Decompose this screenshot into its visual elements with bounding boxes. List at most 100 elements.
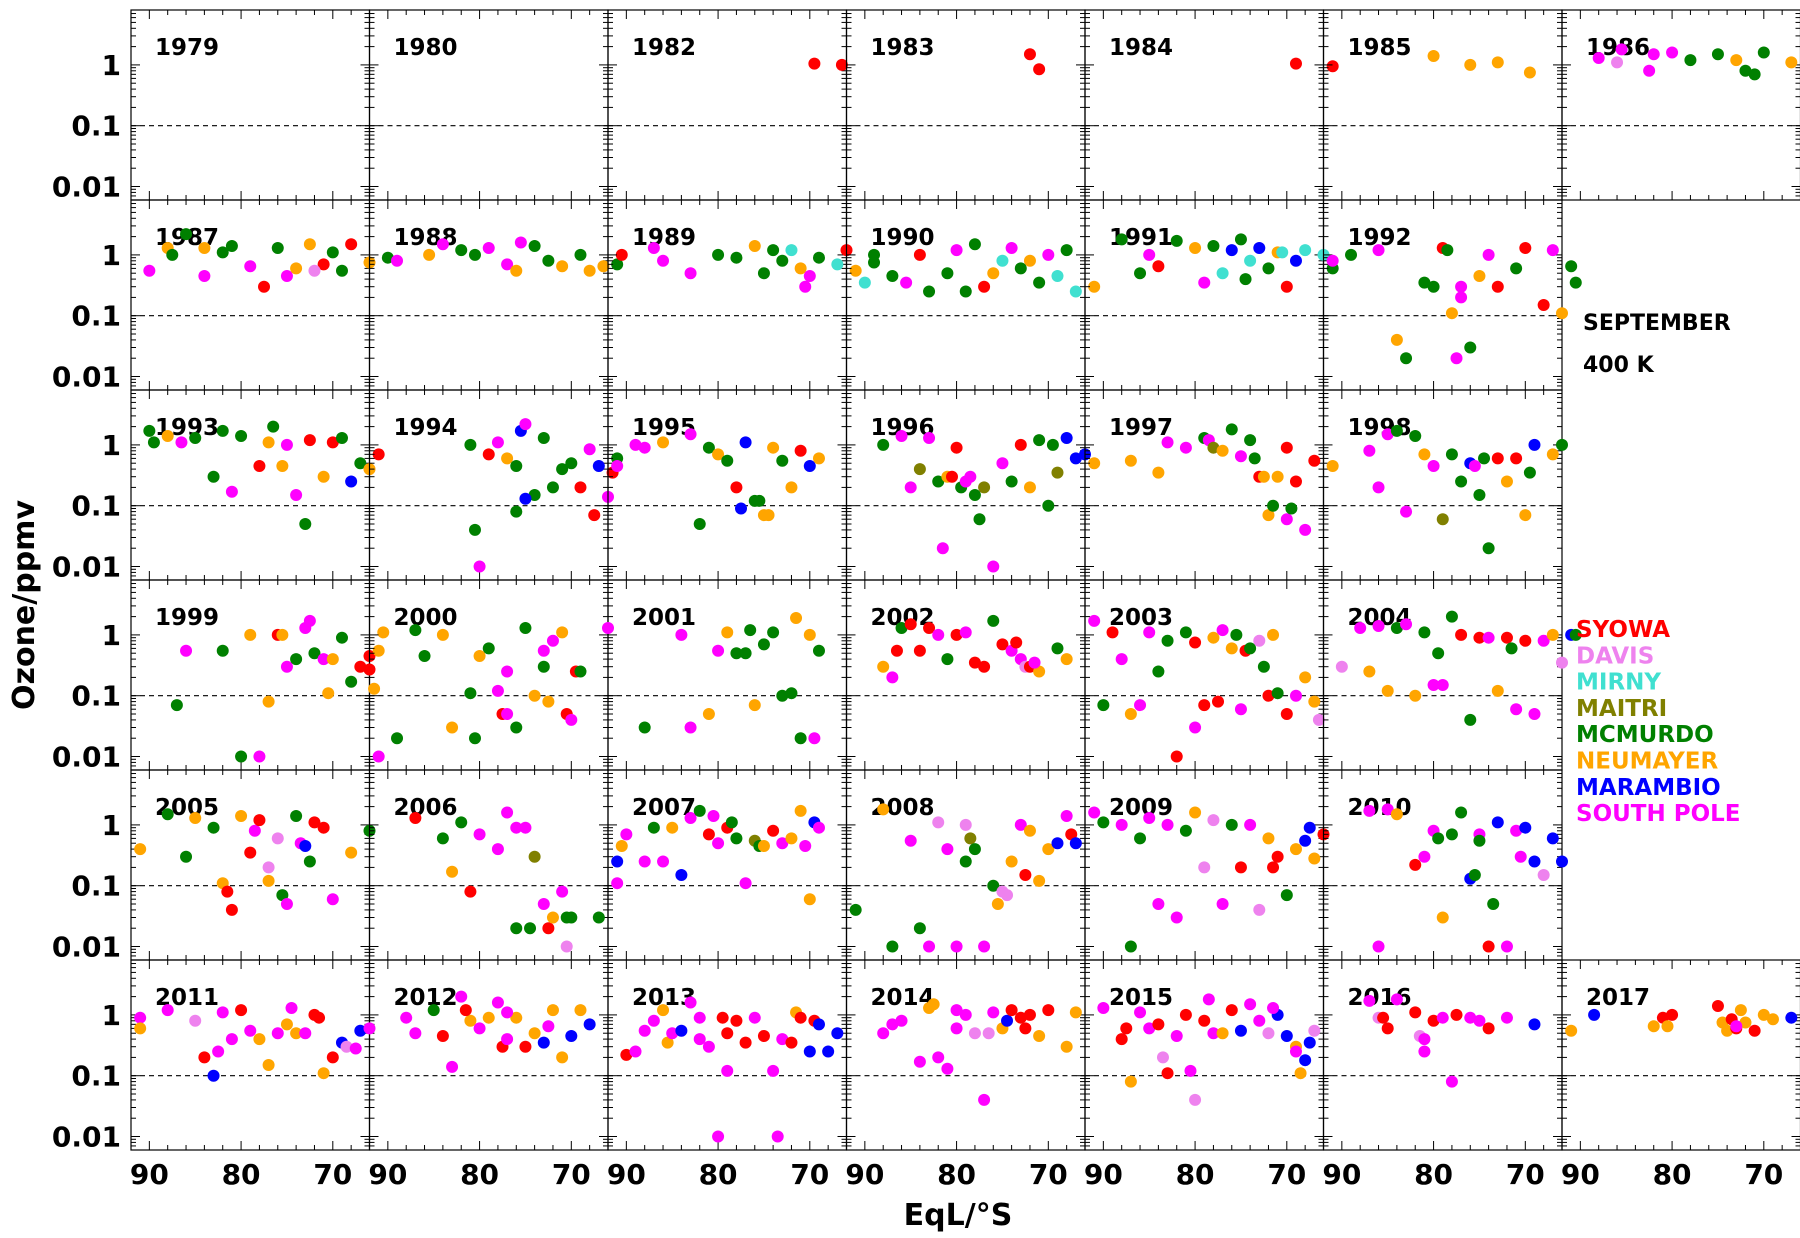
data-point [317, 258, 330, 271]
data-point [1294, 1067, 1307, 1080]
data-point [1010, 636, 1023, 649]
data-point [560, 940, 573, 953]
data-point [1216, 1027, 1229, 1040]
data-point [1588, 1008, 1601, 1021]
data-point [1500, 1011, 1513, 1024]
data-point [391, 254, 404, 267]
data-point [1028, 656, 1041, 669]
data-point [996, 457, 1009, 470]
data-point [1647, 1020, 1660, 1033]
data-point [1432, 647, 1445, 660]
data-point [1427, 459, 1440, 472]
data-point [455, 244, 468, 257]
data-point [1097, 816, 1110, 829]
data-point [345, 238, 358, 251]
data-point [391, 732, 404, 745]
data-point [712, 448, 725, 461]
data-point [1381, 803, 1394, 816]
data-point [794, 444, 807, 457]
data-point [1198, 861, 1211, 874]
data-point [244, 846, 257, 859]
y-axis-label: Ozone/ppmv [7, 500, 42, 710]
y-tick-label: 1 [102, 429, 121, 462]
data-point [299, 839, 312, 852]
panel-2011: 2011 [130, 959, 371, 1151]
data-point [657, 254, 670, 267]
data-point [1225, 423, 1238, 436]
data-point [1033, 63, 1046, 76]
panel-grid: 1979 1980 1982 1983 1984 1985 1986 198719881989… [130, 9, 1800, 1151]
data-point [216, 644, 229, 657]
data-point [510, 505, 523, 518]
data-point [1482, 248, 1495, 261]
data-point [702, 1040, 715, 1053]
data-point [225, 1033, 238, 1046]
x-tick-label: 70 [790, 1158, 829, 1191]
data-point [808, 732, 821, 745]
data-point [1001, 889, 1014, 902]
data-point [1225, 642, 1238, 655]
data-point [1418, 448, 1431, 461]
data-point [1473, 1014, 1486, 1027]
data-point [1234, 1024, 1247, 1037]
data-point [377, 626, 390, 639]
y-tick-label: 1 [102, 809, 121, 842]
data-point [1556, 438, 1568, 451]
panel-2010: 2010 [1322, 769, 1568, 961]
panel-2015: 2015 [1084, 959, 1325, 1151]
data-point [1212, 695, 1225, 708]
data-point [326, 653, 339, 666]
data-point [1445, 448, 1458, 461]
data-point [1244, 998, 1257, 1011]
data-point [244, 628, 257, 641]
panel-1993: 1993 [130, 389, 385, 581]
data-point [849, 264, 862, 277]
data-point [1262, 1027, 1275, 1040]
data-point [180, 644, 193, 657]
data-point [730, 481, 743, 494]
data-point [468, 732, 481, 745]
panel-year-label: 1979 [155, 35, 219, 61]
data-point [1326, 60, 1339, 73]
data-point [303, 238, 316, 251]
data-point [235, 750, 248, 763]
data-point [225, 240, 238, 253]
data-point [134, 1011, 147, 1024]
panel-2003: 2003 [1084, 579, 1325, 771]
data-point [1436, 679, 1449, 692]
data-point [1546, 244, 1559, 257]
data-point [959, 855, 972, 868]
data-point [1234, 233, 1247, 246]
data-point [1556, 307, 1568, 320]
data-point [647, 241, 660, 254]
data-point [629, 438, 642, 451]
data-point [1023, 254, 1036, 267]
data-point [473, 649, 486, 662]
data-point [1216, 267, 1229, 280]
data-point [602, 621, 614, 634]
panel-year-label: 1997 [1109, 415, 1173, 441]
data-point [1285, 502, 1298, 515]
data-point [739, 1036, 752, 1049]
data-point [808, 57, 821, 70]
data-point [354, 660, 367, 673]
data-point [1257, 470, 1270, 483]
data-point [276, 628, 289, 641]
data-point [657, 1004, 670, 1017]
data-point [721, 626, 734, 639]
data-point [647, 1014, 660, 1027]
data-point [262, 861, 275, 874]
data-point [923, 621, 936, 634]
data-point [510, 721, 523, 734]
data-point [1189, 1093, 1202, 1106]
data-point [574, 248, 587, 261]
data-point [427, 1004, 440, 1017]
data-point [556, 260, 569, 273]
data-point [1445, 1075, 1458, 1088]
data-point [913, 1055, 926, 1068]
data-point [446, 721, 459, 734]
x-tick-label: 80 [1653, 1158, 1692, 1191]
data-point [1189, 721, 1202, 734]
data-point [556, 1051, 569, 1064]
data-point [1519, 241, 1532, 254]
